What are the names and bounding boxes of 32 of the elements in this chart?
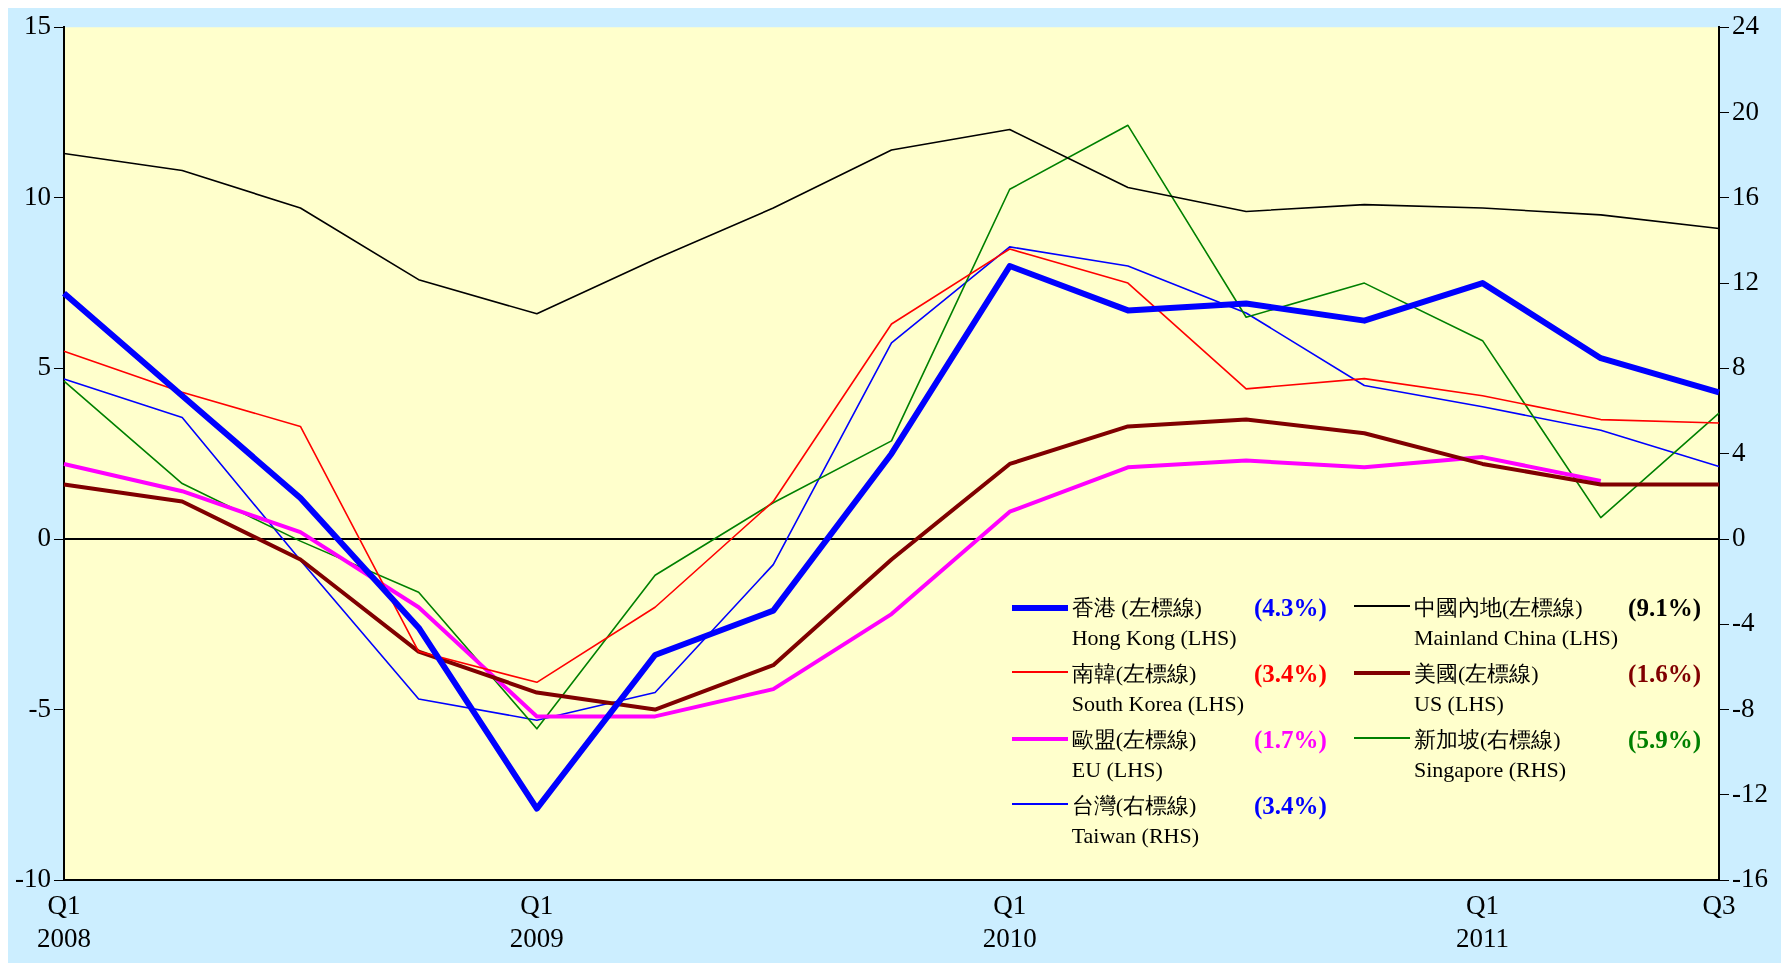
legend-label: 中國內地(左標線) Mainland China (LHS) (1414, 594, 1619, 652)
legend-label: 南韓(左標線) South Korea (LHS) (1071, 660, 1244, 718)
y-tick-label: 10 (23, 180, 51, 211)
y-tick-label: 0 (37, 522, 51, 553)
y-tick-label: 5 (37, 351, 51, 382)
x-tick-label: Q1 2010 (982, 890, 1037, 953)
y2-tick-label: -12 (1732, 777, 1769, 808)
y2-tick-label: 16 (1732, 180, 1760, 211)
annotation: (1.7%) (1254, 725, 1327, 755)
y2-tick-label: -8 (1732, 692, 1755, 723)
annotation: (9.1%) (1628, 593, 1701, 623)
y2-tick-label: -4 (1732, 607, 1755, 638)
y2-tick-label: 0 (1732, 522, 1746, 553)
x-tick-label: Q1 2009 (509, 890, 564, 953)
y-tick-label: -5 (28, 692, 51, 723)
legend-label: 美國(左標線) US (LHS) (1414, 660, 1539, 718)
legend-label: 香港 (左標線) Hong Kong (LHS) (1071, 594, 1237, 652)
legend-label: 新加坡(右標線) Singapore (RHS) (1414, 726, 1567, 784)
legend-label: 台灣(右標線) Taiwan (RHS) (1071, 792, 1200, 850)
x-tick-label: Q1 2011 (1456, 890, 1510, 953)
legend-label: 歐盟(左標線) EU (LHS) (1071, 726, 1197, 784)
annotation: (1.6%) (1628, 659, 1701, 689)
y2-tick-label: 4 (1732, 436, 1747, 467)
y-tick-label: 15 (23, 10, 51, 41)
annotation: (5.9%) (1628, 725, 1701, 755)
y2-tick-label: 8 (1732, 351, 1746, 382)
y2-tick-label: 12 (1732, 266, 1760, 297)
y2-tick-label: 24 (1732, 10, 1760, 41)
annotation: (4.3%) (1254, 593, 1327, 623)
y2-tick-label: 20 (1732, 95, 1760, 126)
annotation: (3.4%) (1254, 791, 1327, 821)
annotation: (3.4%) (1254, 659, 1327, 689)
